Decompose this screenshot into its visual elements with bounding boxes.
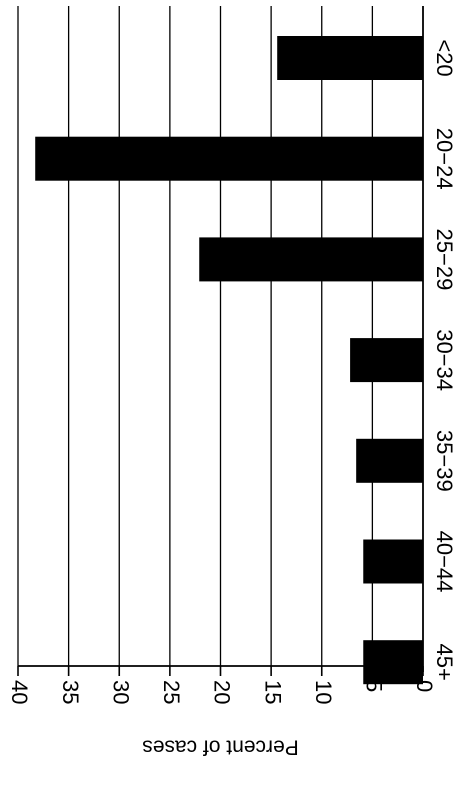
value-axis [17,6,424,676]
bar [350,338,423,383]
bar [363,539,423,584]
bars [35,36,424,685]
bar [356,438,423,483]
category-label: 30−34 [432,329,457,391]
bar [363,640,423,685]
tick-label: 10 [311,680,336,704]
tick-label: 30 [108,680,133,704]
value-axis-title: Percent of cases [142,735,298,758]
category-label: 20−24 [432,128,457,190]
gridlines [17,6,374,666]
bar [35,136,424,181]
tick-label: 25 [159,680,184,704]
tick-label: 20 [210,680,235,704]
tick-label: 0 [412,680,437,692]
category-label: 35−39 [432,430,457,492]
bar [199,237,423,282]
tick-label: 40 [7,680,32,704]
tick-label: 35 [58,680,83,704]
tick-labels: 0 5 10 15 20 25 30 35 40 [7,680,437,704]
tick-label: 5 [362,680,387,692]
category-label: 45+ [432,644,457,681]
category-labels: <20 20−24 25−29 30−34 35−39 40−44 45+ [432,39,457,681]
bar [277,36,423,80]
category-label: 25−29 [432,229,457,291]
category-label: <20 [432,39,457,76]
category-label: 40−44 [432,531,457,593]
tick-label: 15 [260,680,285,704]
